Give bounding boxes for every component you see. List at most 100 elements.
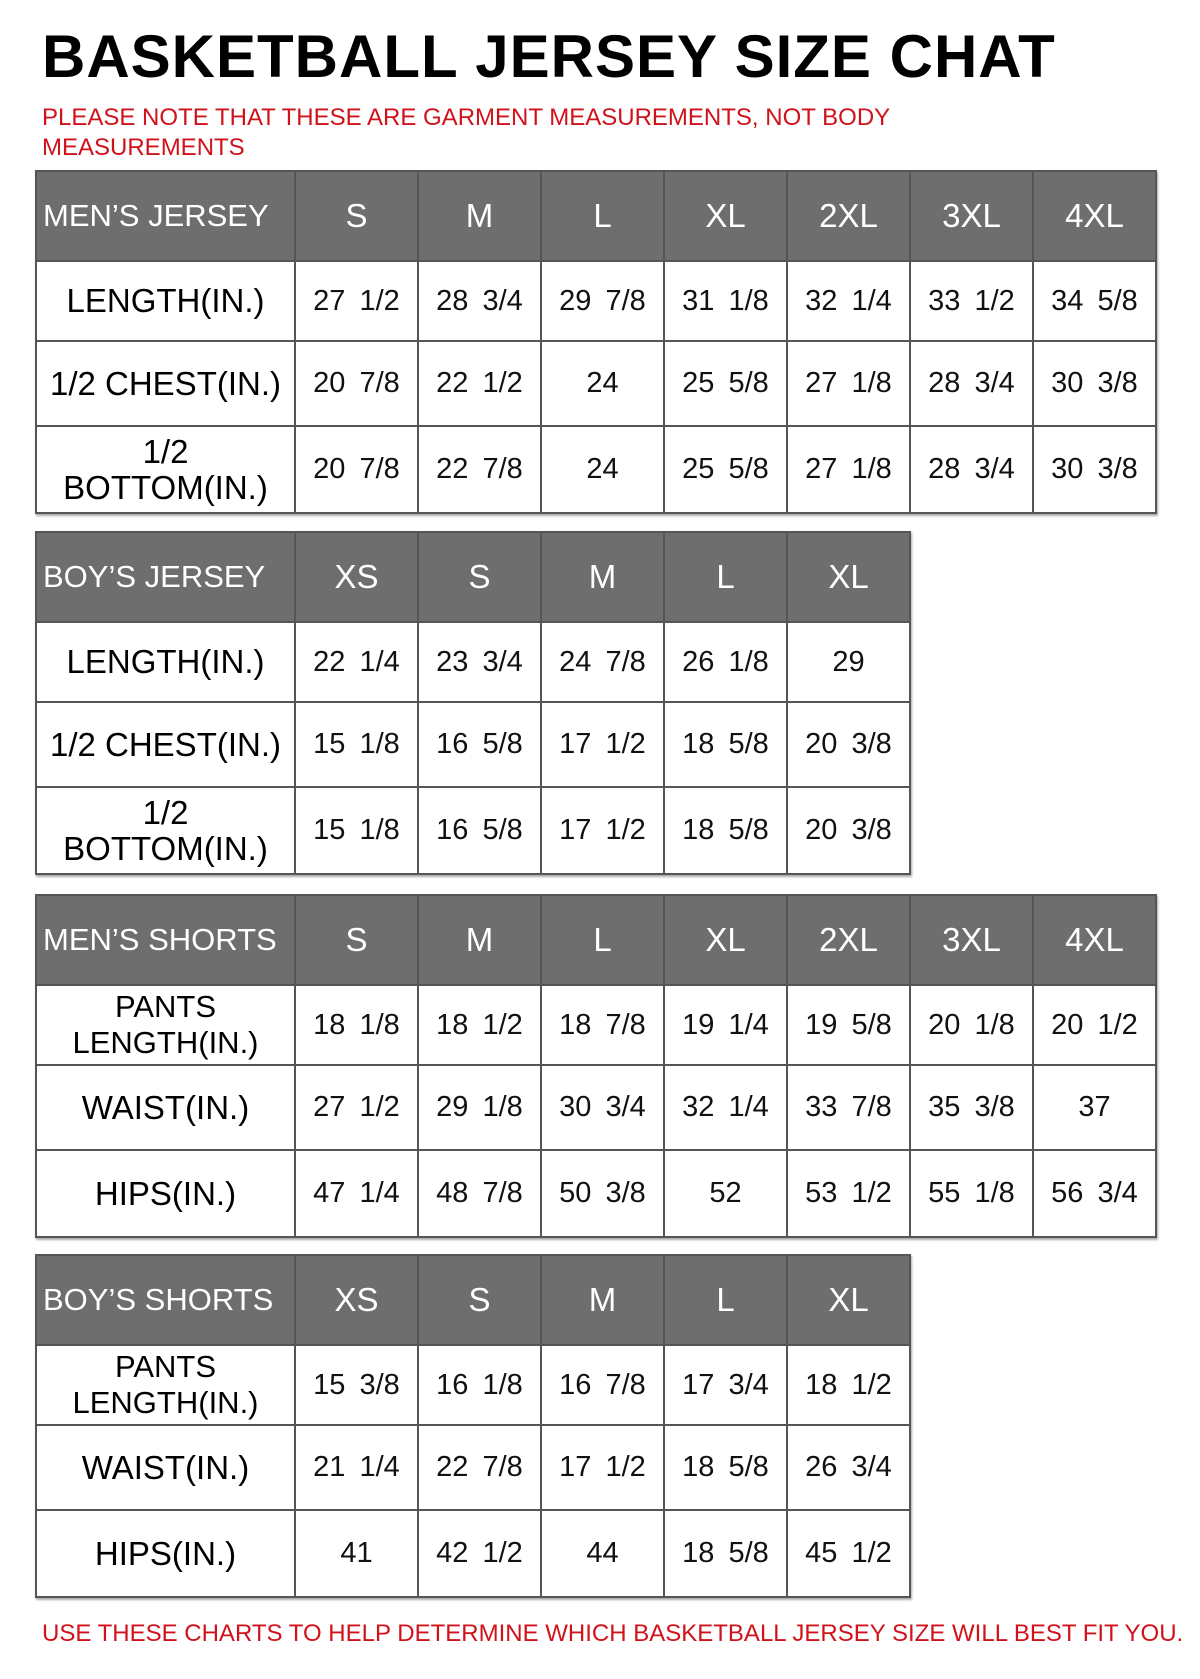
- measurement-value: 16 5/8: [417, 701, 542, 788]
- size-header: 3XL: [909, 170, 1034, 262]
- header-row: BOY’S SHORTS XS S M L XL: [35, 1254, 911, 1346]
- measurement-value: 18 1/2: [417, 984, 542, 1066]
- table-row: 1/2 BOTTOM(IN.) 20 7/8 22 7/8 24 25 5/8 27 1/…: [35, 425, 1157, 514]
- measurement-value: 25 5/8: [663, 425, 788, 514]
- size-header: 4XL: [1032, 170, 1157, 262]
- measurement-value: 26 3/4: [786, 1424, 911, 1511]
- table-title: BOY’S JERSEY: [35, 531, 296, 623]
- measurement-value: 16 7/8: [540, 1344, 665, 1426]
- size-header: XL: [663, 170, 788, 262]
- measurement-value: 20 7/8: [294, 425, 419, 514]
- measurement-value: 27 1/2: [294, 1064, 419, 1151]
- measurement-value: 25 5/8: [663, 340, 788, 427]
- measurement-value: 24: [540, 425, 665, 514]
- measurement-value: 34 5/8: [1032, 260, 1157, 342]
- measurement-value: 17 3/4: [663, 1344, 788, 1426]
- size-header: S: [294, 170, 419, 262]
- measurement-value: 17 1/2: [540, 786, 665, 875]
- table-title: BOY’S SHORTS: [35, 1254, 296, 1346]
- measurement-value: 20 1/2: [1032, 984, 1157, 1066]
- size-header: L: [540, 170, 665, 262]
- measurement-value: 27 1/2: [294, 260, 419, 342]
- garment-note: PLEASE NOTE THAT THESE ARE GARMENT MEASU…: [42, 104, 890, 161]
- measurement-value: 27 1/8: [786, 340, 911, 427]
- measurement-value: 20 7/8: [294, 340, 419, 427]
- size-header: XL: [663, 894, 788, 986]
- table-row: LENGTH(IN.) 22 1/4 23 3/4 24 7/8 26 1/8 29: [35, 621, 911, 703]
- measurement-value: 20 3/8: [786, 786, 911, 875]
- header-row: BOY’S JERSEY XS S M L XL: [35, 531, 911, 623]
- measurement-value: 28 3/4: [417, 260, 542, 342]
- measurement-value: 27 1/8: [786, 425, 911, 514]
- measurement-label: LENGTH(IN.): [35, 621, 296, 703]
- mens-shorts-table: MEN’S SHORTS S M L XL 2XL 3XL 4XL PANTS LENGTH(I…: [35, 894, 1157, 1238]
- measurement-label: LENGTH(IN.): [35, 260, 296, 342]
- size-header: XS: [294, 1254, 419, 1346]
- measurement-label: 1/2 BOTTOM(IN.): [35, 425, 296, 514]
- measurement-label: 1/2 CHEST(IN.): [35, 701, 296, 788]
- header-row: MEN’S SHORTS S M L XL 2XL 3XL 4XL: [35, 894, 1157, 986]
- measurement-value: 20 1/8: [909, 984, 1034, 1066]
- measurement-value: 28 3/4: [909, 340, 1034, 427]
- size-header: L: [663, 1254, 788, 1346]
- measurement-value: 42 1/2: [417, 1509, 542, 1598]
- size-header: S: [294, 894, 419, 986]
- measurement-value: 55 1/8: [909, 1149, 1034, 1238]
- size-header: 3XL: [909, 894, 1034, 986]
- measurement-value: 18 5/8: [663, 786, 788, 875]
- measurement-value: 24: [540, 340, 665, 427]
- size-header: S: [417, 1254, 542, 1346]
- measurement-label: 1/2 CHEST(IN.): [35, 340, 296, 427]
- size-header: M: [417, 894, 542, 986]
- measurement-label: PANTS LENGTH(IN.): [35, 1344, 296, 1426]
- measurement-value: 22 7/8: [417, 1424, 542, 1511]
- measurement-value: 20 3/8: [786, 701, 911, 788]
- measurement-value: 17 1/2: [540, 701, 665, 788]
- table-row: 1/2 CHEST(IN.) 20 7/8 22 1/2 24 25 5/8 27 1/8…: [35, 340, 1157, 427]
- measurement-value: 17 1/2: [540, 1424, 665, 1511]
- measurement-value: 41: [294, 1509, 419, 1598]
- size-header: L: [663, 531, 788, 623]
- size-header: 4XL: [1032, 894, 1157, 986]
- boys-jersey-table: BOY’S JERSEY XS S M L XL LENGTH(IN.) 22 1/4 23 3…: [35, 531, 911, 875]
- size-header: XS: [294, 531, 419, 623]
- measurement-value: 18 5/8: [663, 1509, 788, 1598]
- measurement-value: 23 3/4: [417, 621, 542, 703]
- size-header: M: [540, 531, 665, 623]
- measurement-value: 16 1/8: [417, 1344, 542, 1426]
- table-row: PANTS LENGTH(IN.) 15 3/8 16 1/8 16 7/8 17 3/…: [35, 1344, 911, 1426]
- table-title: MEN’S JERSEY: [35, 170, 296, 262]
- measurement-value: 19 5/8: [786, 984, 911, 1066]
- measurement-value: 48 7/8: [417, 1149, 542, 1238]
- table-row: HIPS(IN.) 41 42 1/2 44 18 5/8 45 1/2: [35, 1509, 911, 1598]
- size-header: XL: [786, 531, 911, 623]
- page-title: BASKETBALL JERSEY SIZE CHAT: [42, 23, 1056, 90]
- size-header: S: [417, 531, 542, 623]
- measurement-value: 52: [663, 1149, 788, 1238]
- measurement-value: 24 7/8: [540, 621, 665, 703]
- boys-shorts-table: BOY’S SHORTS XS S M L XL PANTS LENGTH(IN.) 15 3…: [35, 1254, 911, 1598]
- size-header: XL: [786, 1254, 911, 1346]
- measurement-value: 18 5/8: [663, 701, 788, 788]
- size-header: M: [540, 1254, 665, 1346]
- measurement-value: 35 3/8: [909, 1064, 1034, 1151]
- size-header: M: [417, 170, 542, 262]
- header-row: MEN’S JERSEY S M L XL 2XL 3XL 4XL: [35, 170, 1157, 262]
- mens-jersey-table: MEN’S JERSEY S M L XL 2XL 3XL 4XL LENGTH(IN.) 27 …: [35, 170, 1157, 514]
- table-row: 1/2 BOTTOM(IN.) 15 1/8 16 5/8 17 1/2 18 5/8 2…: [35, 786, 911, 875]
- size-header: 2XL: [786, 170, 911, 262]
- measurement-value: 31 1/8: [663, 260, 788, 342]
- measurement-value: 15 1/8: [294, 701, 419, 788]
- measurement-value: 26 1/8: [663, 621, 788, 703]
- table-row: LENGTH(IN.) 27 1/2 28 3/4 29 7/8 31 1/8 32 1/…: [35, 260, 1157, 342]
- measurement-value: 44: [540, 1509, 665, 1598]
- measurement-value: 56 3/4: [1032, 1149, 1157, 1238]
- measurement-value: 47 1/4: [294, 1149, 419, 1238]
- measurement-value: 50 3/8: [540, 1149, 665, 1238]
- measurement-value: 32 1/4: [786, 260, 911, 342]
- measurement-value: 32 1/4: [663, 1064, 788, 1151]
- measurement-value: 33 7/8: [786, 1064, 911, 1151]
- measurement-label: WAIST(IN.): [35, 1424, 296, 1511]
- table-row: PANTS LENGTH(IN.) 18 1/8 18 1/2 18 7/8 19 1/…: [35, 984, 1157, 1066]
- measurement-value: 15 1/8: [294, 786, 419, 875]
